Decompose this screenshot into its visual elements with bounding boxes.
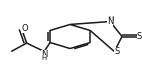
Text: H: H <box>42 55 47 61</box>
Text: H: H <box>108 16 113 22</box>
Text: N: N <box>107 17 113 26</box>
Text: S: S <box>136 32 142 41</box>
Text: O: O <box>21 24 28 33</box>
Text: S: S <box>114 47 119 56</box>
Text: N: N <box>41 50 47 59</box>
